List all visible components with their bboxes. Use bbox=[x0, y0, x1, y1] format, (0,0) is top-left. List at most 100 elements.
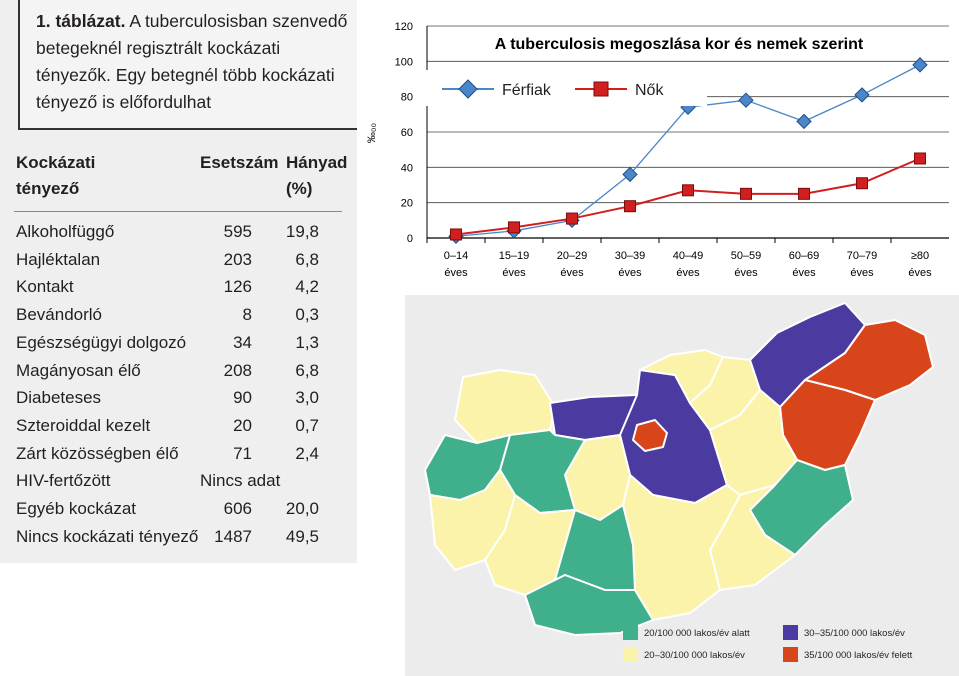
row-cases: 20 bbox=[233, 415, 252, 435]
table-row: Diabeteses 90 3,0 bbox=[0, 388, 357, 416]
table-row: Zárt közösségben élő 71 2,4 bbox=[0, 444, 357, 472]
header-factor: Kockázati tényező bbox=[16, 150, 95, 202]
row-factor: Zárt közösségben élő bbox=[16, 443, 179, 463]
x-tick-labels: 0–14 éves 15–19 éves 20–29 éves 30–39 éves 40–49… bbox=[426, 238, 932, 279]
y-tick-label: 60 bbox=[401, 127, 413, 139]
x-tick-sublabel: éves bbox=[560, 267, 584, 279]
row-share: 6,8 bbox=[295, 360, 319, 380]
row-cases: 208 bbox=[223, 360, 252, 380]
x-tick-label: 60–69 bbox=[789, 250, 820, 262]
x-tick-label: 50–59 bbox=[731, 250, 762, 262]
x-tick-label: 40–49 bbox=[673, 250, 704, 262]
row-share: 1,3 bbox=[295, 332, 319, 352]
map-legend-swatch bbox=[783, 625, 798, 640]
row-cases: 606 bbox=[223, 499, 252, 518]
x-tick-sublabel: éves bbox=[618, 267, 642, 279]
y-tick-label: 20 bbox=[401, 198, 413, 210]
x-tick-label: 30–39 bbox=[615, 250, 646, 262]
row-factor: Hajléktalan bbox=[16, 249, 101, 269]
y-tick-label: 0 bbox=[407, 233, 413, 245]
hungary-incidence-map: 20/100 000 lakos/év alatt 30–35/100 000 l… bbox=[405, 295, 959, 676]
chart-title: A tuberculosis megoszlása kor és nemek s… bbox=[495, 36, 864, 53]
series-point bbox=[740, 187, 752, 200]
series-point bbox=[856, 177, 868, 190]
legend-marker bbox=[458, 79, 478, 99]
y-tick-label: 80 bbox=[401, 92, 413, 104]
header-share-line2: (%) bbox=[286, 179, 313, 198]
row-cases: 203 bbox=[223, 249, 252, 269]
x-tick-label: 15–19 bbox=[499, 250, 530, 262]
row-share: 49,5 bbox=[285, 526, 319, 546]
table-row: Nincs kockázati tényező 1487 49,5 bbox=[0, 527, 357, 555]
row-factor: HIV-fertőzött bbox=[16, 471, 111, 491]
table-row: Egészségügyi dolgozó 34 1,3 bbox=[0, 333, 357, 361]
y-tick-labels: 0 20 40 60 80 100 120 bbox=[395, 21, 413, 245]
y-tick-label: 120 bbox=[395, 21, 413, 33]
series-point bbox=[798, 187, 810, 200]
y-axis-label: ‰₀₀ bbox=[366, 123, 378, 143]
map-legend-swatch bbox=[623, 647, 638, 662]
table-row: Kontakt 126 4,2 bbox=[0, 277, 357, 305]
row-factor: Magányosan élő bbox=[16, 360, 141, 380]
y-tick-label: 100 bbox=[395, 56, 413, 68]
x-tick-sublabel: éves bbox=[792, 267, 816, 279]
row-factor: Egészségügyi dolgozó bbox=[16, 332, 187, 352]
row-cases: Nincs adat bbox=[200, 471, 281, 491]
row-share: 0,3 bbox=[295, 305, 319, 325]
table-caption-text: A tuberculosisban szenvedő betegeknél re… bbox=[36, 11, 348, 112]
y-tick-label: 40 bbox=[401, 162, 413, 174]
table-row: Hajléktalan 203 6,8 bbox=[0, 250, 357, 278]
row-cases: 71 bbox=[233, 443, 252, 463]
series-point bbox=[566, 212, 578, 225]
row-share: 19,8 bbox=[285, 222, 319, 241]
x-tick-sublabel: éves bbox=[908, 267, 932, 279]
table-row: Bevándorló 8 0,3 bbox=[0, 305, 357, 333]
series-point bbox=[508, 221, 520, 234]
table-row: HIV-fertőzött Nincs adat bbox=[0, 471, 357, 499]
header-share: Hányad (%) bbox=[286, 150, 347, 202]
row-factor: Alkoholfüggő bbox=[16, 222, 115, 241]
row-factor: Szteroiddal kezelt bbox=[16, 415, 151, 435]
map-legend-label: 20/100 000 lakos/év alatt bbox=[644, 628, 750, 639]
x-tick-sublabel: éves bbox=[444, 267, 468, 279]
row-factor: Kontakt bbox=[16, 277, 74, 297]
row-share: 2,4 bbox=[295, 443, 319, 463]
chart-title-box bbox=[452, 34, 907, 54]
table-row: Alkoholfüggő 595 19,8 bbox=[0, 222, 357, 250]
x-tick-label: 70–79 bbox=[847, 250, 878, 262]
row-share: 20,0 bbox=[285, 499, 319, 518]
table-caption: 1. táblázat. A tuberculosisban szenvedő … bbox=[36, 8, 356, 116]
x-tick-sublabel: éves bbox=[850, 267, 874, 279]
header-factor-line2: tényező bbox=[16, 179, 80, 198]
x-tick-sublabel: éves bbox=[502, 267, 526, 279]
row-factor: Egyéb kockázat bbox=[16, 499, 137, 518]
risk-factor-table: 1. táblázat. A tuberculosisban szenvedő … bbox=[0, 0, 357, 563]
header-cases: Esetszám bbox=[200, 153, 279, 172]
series-point bbox=[796, 113, 812, 130]
map-legend-swatch bbox=[623, 625, 638, 640]
table-row: Magányosan élő 208 6,8 bbox=[0, 361, 357, 389]
row-share: 6,8 bbox=[295, 249, 319, 269]
row-share: 0,7 bbox=[295, 415, 319, 435]
region-baranya bbox=[524, 574, 654, 636]
map-legend-label: 20–30/100 000 lakos/év bbox=[644, 650, 745, 661]
series-point bbox=[912, 57, 928, 73]
chart-series bbox=[448, 57, 928, 244]
legend-label: Nők bbox=[635, 82, 664, 99]
header-factor-line1: Kockázati bbox=[16, 153, 96, 172]
series-point bbox=[854, 87, 870, 103]
series-point bbox=[682, 184, 694, 197]
row-cases: 595 bbox=[223, 222, 252, 241]
region-budapest bbox=[632, 419, 668, 452]
row-share: 3,0 bbox=[295, 388, 319, 408]
x-tick-label: 0–14 bbox=[444, 250, 468, 262]
series-point bbox=[624, 200, 636, 213]
chart-legend: Férfiak Nők bbox=[422, 70, 707, 106]
x-tick-sublabel: éves bbox=[734, 267, 758, 279]
map-legend-label: 30–35/100 000 lakos/év bbox=[804, 628, 905, 639]
row-share: 4,2 bbox=[295, 277, 319, 297]
legend-label: Férfiak bbox=[502, 82, 552, 99]
x-tick-label: ≥80 bbox=[911, 250, 929, 262]
series-point bbox=[914, 152, 926, 165]
x-tick-label: 20–29 bbox=[557, 250, 588, 262]
